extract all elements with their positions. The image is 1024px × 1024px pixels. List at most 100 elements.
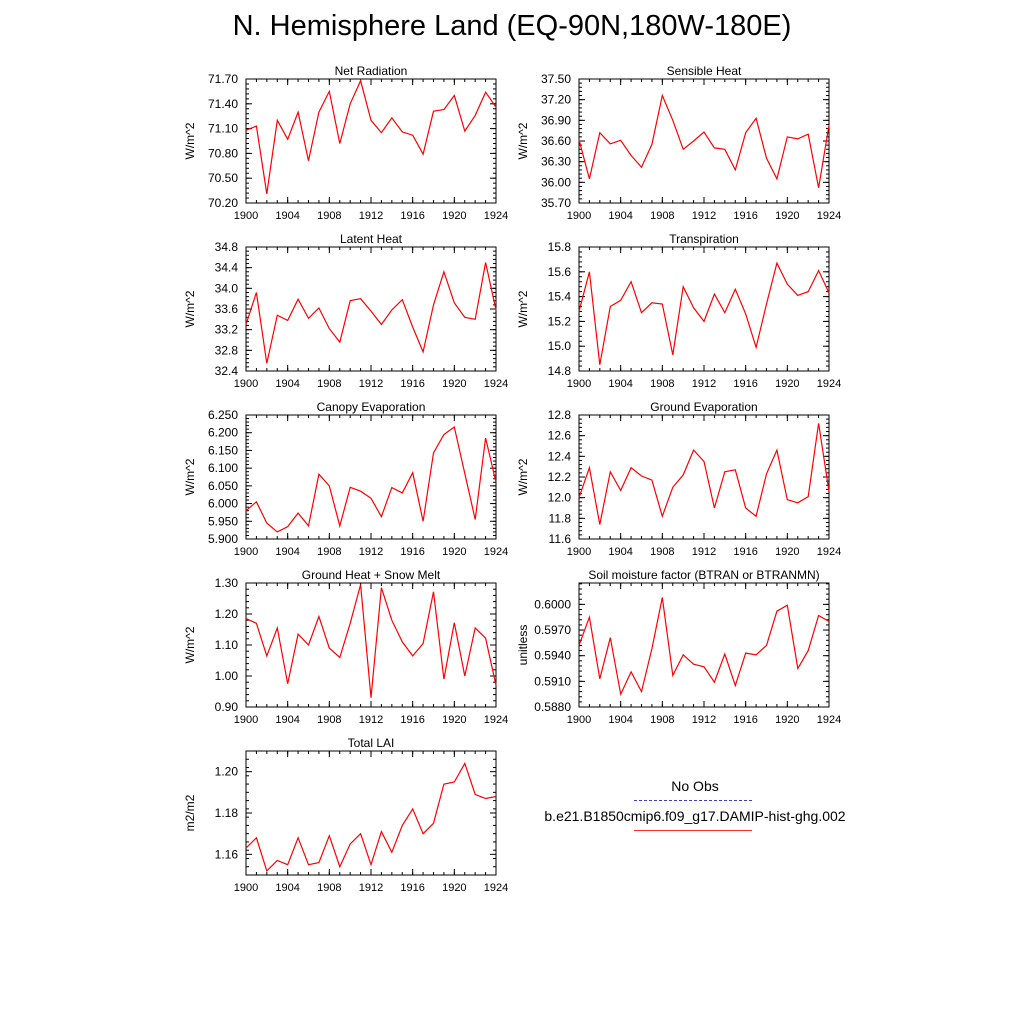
y-tick-label: 36.90	[541, 113, 571, 127]
y-tick-label: 6.050	[208, 479, 238, 493]
x-tick-label: 1900	[567, 210, 591, 222]
y-tick-label: 11.6	[549, 532, 572, 546]
y-tick-label: 1.20	[215, 607, 239, 621]
x-tick-label: 1900	[567, 546, 591, 558]
y-tick-label: 1.20	[215, 765, 239, 779]
y-tick-label: 35.70	[541, 196, 571, 210]
legend-entry-obs-swatch	[634, 800, 752, 801]
y-tick-label: 11.8	[549, 511, 572, 525]
y-tick-label: 6.100	[208, 461, 238, 475]
y-tick-label: 70.20	[208, 196, 238, 210]
chart-title: Canopy Evaporation	[317, 400, 426, 414]
y-tick-label: 15.4	[548, 290, 572, 304]
y-tick-label: 12.4	[548, 449, 572, 463]
x-tick-label: 1900	[567, 714, 591, 726]
y-tick-label: 1.16	[215, 847, 239, 861]
x-tick-label: 1920	[775, 210, 799, 222]
x-tick-label: 1908	[650, 210, 674, 222]
x-tick-label: 1912	[359, 378, 383, 390]
y-tick-label: 37.50	[541, 72, 571, 86]
y-tick-label: 33.2	[215, 323, 239, 337]
x-tick-label: 1924	[817, 210, 841, 222]
chart-title: Sensible Heat	[667, 64, 742, 78]
y-tick-label: 0.6000	[534, 597, 571, 611]
x-tick-label: 1908	[317, 882, 341, 894]
y-tick-label: 15.2	[548, 314, 572, 328]
chart-title: Ground Heat + Snow Melt	[302, 568, 441, 582]
x-tick-label: 1908	[317, 546, 341, 558]
y-tick-label: 34.8	[215, 240, 239, 254]
x-tick-label: 1900	[567, 378, 591, 390]
x-tick-label: 1916	[733, 714, 757, 726]
x-tick-label: 1916	[400, 210, 424, 222]
x-tick-label: 1920	[442, 546, 466, 558]
y-tick-label: 12.2	[548, 470, 572, 484]
y-tick-label: 36.60	[541, 134, 571, 148]
x-tick-label: 1900	[234, 378, 258, 390]
y-tick-label: 12.0	[548, 491, 572, 505]
x-tick-label: 1912	[692, 210, 716, 222]
y-tick-label: 70.50	[208, 171, 238, 185]
legend-entry-obs-label: No Obs	[671, 778, 719, 794]
series-line	[578, 261, 830, 365]
y-axis-label: W/m^2	[183, 626, 197, 663]
chart-title: Net Radiation	[335, 64, 408, 78]
x-tick-label: 1920	[442, 882, 466, 894]
chart-panel: Canopy Evaporation W/m^2 5.900 5.950 6.000 6.…	[183, 400, 508, 558]
y-axis-label: W/m^2	[183, 290, 197, 327]
x-tick-label: 1916	[400, 546, 424, 558]
x-tick-label: 1924	[817, 714, 841, 726]
x-tick-label: 1924	[484, 210, 508, 222]
x-tick-label: 1920	[442, 714, 466, 726]
y-axis-label: unitless	[516, 625, 530, 666]
chart-title: Latent Heat	[340, 232, 403, 246]
x-tick-label: 1912	[359, 210, 383, 222]
x-tick-label: 1916	[400, 714, 424, 726]
series-line	[245, 584, 497, 698]
plot-frame	[245, 78, 497, 204]
chart-panel: Sensible Heat W/m^2 35.70 36.00 36.30 36.60 36…	[516, 64, 841, 222]
y-tick-label: 0.5880	[534, 700, 571, 714]
y-tick-label: 0.5910	[534, 674, 571, 688]
x-tick-label: 1900	[234, 714, 258, 726]
y-axis-label: W/m^2	[516, 458, 530, 495]
x-tick-label: 1912	[359, 882, 383, 894]
x-tick-label: 1904	[608, 546, 632, 558]
chart-title: Transpiration	[669, 232, 739, 246]
x-tick-label: 1920	[442, 210, 466, 222]
legend-entry-model-label: b.e21.B1850cmip6.f09_g17.DAMIP-hist-ghg.…	[544, 808, 846, 824]
x-tick-label: 1920	[775, 378, 799, 390]
x-tick-label: 1904	[608, 210, 632, 222]
chart-panel: Transpiration W/m^2 14.8 15.0 15.2 15.4 15.6 15…	[516, 232, 841, 390]
chart-panel: Total LAI m2/m2 1.16 1.18 1.20 1900 1904 1908 19…	[183, 736, 508, 894]
x-tick-label: 1924	[484, 546, 508, 558]
chart-panel: Ground Heat + Snow Melt W/m^2 0.90 1.00 1.10…	[183, 568, 508, 726]
page-title: N. Hemisphere Land (EQ-90N,180W-180E)	[232, 10, 792, 42]
plot-frame	[245, 750, 497, 876]
y-tick-label: 71.70	[208, 72, 238, 86]
y-tick-label: 36.30	[541, 155, 571, 169]
x-tick-label: 1904	[608, 378, 632, 390]
x-tick-label: 1904	[275, 882, 299, 894]
y-tick-label: 1.10	[215, 638, 239, 652]
x-tick-label: 1908	[650, 378, 674, 390]
x-tick-label: 1908	[317, 378, 341, 390]
y-tick-label: 32.4	[215, 364, 239, 378]
y-tick-label: 12.8	[548, 408, 572, 422]
y-tick-label: 0.5970	[534, 623, 571, 637]
x-tick-label: 1916	[733, 210, 757, 222]
y-tick-label: 6.250	[208, 408, 238, 422]
chart-title: Total LAI	[348, 736, 395, 750]
series-line	[245, 262, 497, 364]
series-line	[245, 425, 497, 533]
x-tick-label: 1900	[234, 882, 258, 894]
y-tick-label: 5.950	[208, 514, 238, 528]
y-axis-label: W/m^2	[516, 122, 530, 159]
y-axis-label: W/m^2	[516, 290, 530, 327]
y-tick-label: 34.0	[215, 281, 239, 295]
x-tick-label: 1920	[775, 546, 799, 558]
y-tick-label: 5.900	[208, 532, 238, 546]
chart-title: Soil moisture factor (BTRAN or BTRANMN)	[588, 568, 819, 582]
x-tick-label: 1924	[817, 378, 841, 390]
x-tick-label: 1916	[400, 882, 424, 894]
